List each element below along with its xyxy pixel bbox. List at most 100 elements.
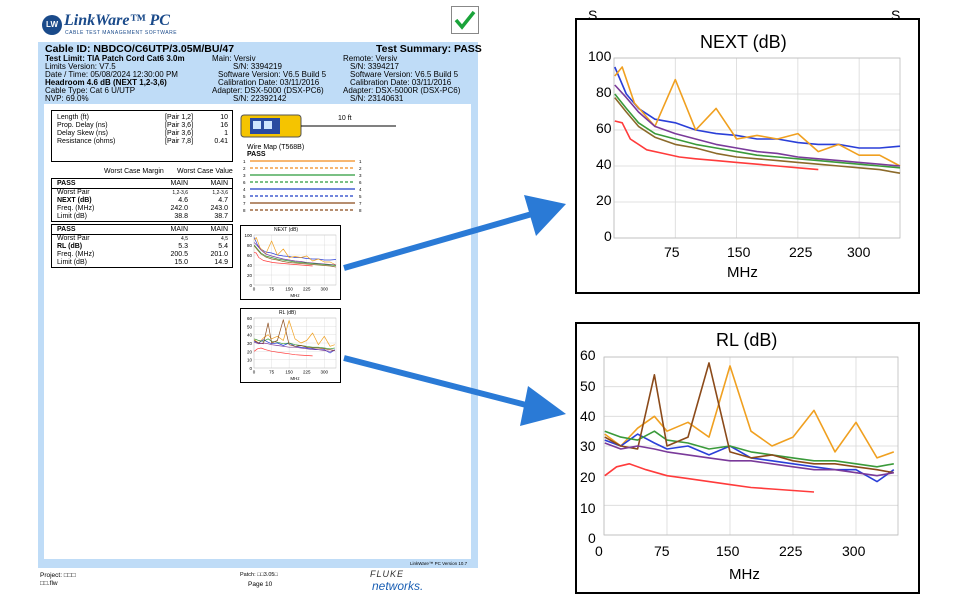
wiremap-pin-label: 5 (359, 194, 362, 199)
series-line (254, 338, 335, 350)
headroom: Headroom 4.6 dB (NEXT 1,2-3,6) (45, 78, 167, 87)
row-label: Limit (dB) (57, 213, 87, 220)
series-line (253, 347, 313, 357)
measure-label: Resistance (ohms) (57, 138, 116, 145)
measure-pair: [Pair 3,6] (165, 130, 194, 137)
row-value: 5.4 (218, 243, 228, 250)
row-main: 15.0 (174, 259, 188, 266)
mini-rl-plot: 0 10 20 30 40 50 60 0 75 150 225 300 MHz (247, 316, 337, 381)
series-line (253, 320, 335, 347)
col-main: MAIN (170, 226, 189, 233)
col-main: MAIN (210, 180, 229, 187)
main-software: Software Version: V6.5 Build 5 (218, 70, 327, 79)
next-status: PASS (57, 180, 76, 187)
ytick: 60 (580, 347, 596, 363)
networks-logo: networks. (372, 579, 424, 593)
tester-device-icon (240, 114, 396, 138)
series-line (604, 463, 815, 493)
series-line (253, 245, 337, 268)
row-main: 38.8 (174, 213, 188, 220)
big-rl-chart[interactable] (575, 322, 920, 594)
tick-label: 20 (247, 273, 253, 278)
tick-label: 150 (285, 370, 293, 375)
main-calibration: Calibration Date: 03/11/2016 (218, 78, 320, 87)
rl-summary-table: PASS MAIN MAIN Worst Pair 4,5 4,5 RL (dB… (51, 224, 233, 268)
tick-label: 225 (303, 287, 311, 292)
wiremap-pin-label: 8 (359, 208, 362, 213)
wiremap-status: PASS (247, 151, 266, 158)
tick-label: 50 (247, 324, 253, 329)
series-line (253, 242, 337, 266)
xtick: 150 (727, 244, 751, 260)
row-main: 1,2-3,6 (172, 190, 188, 196)
big-next-title: NEXT (dB) (700, 32, 787, 52)
ytick: 20 (580, 469, 596, 485)
wiremap-pin-label: 5 (243, 194, 246, 199)
big-rl-plot (603, 356, 899, 536)
ytick: 40 (596, 156, 612, 172)
remote-sn: S/N: 3394217 (350, 62, 399, 71)
row-label: Freq. (MHz) (57, 251, 95, 258)
xtick: 150 (716, 543, 740, 559)
wiremap-pin-label: 4 (243, 187, 246, 192)
s-marker-left: S (588, 7, 598, 23)
xtick: 0 (595, 543, 603, 559)
big-rl-title: RL (dB) (716, 330, 778, 350)
row-value: 201.0 (210, 251, 228, 258)
wiremap-pin-label: 7 (243, 201, 246, 206)
mini-rl-title: RL (dB) (279, 310, 297, 316)
app-logo-subtitle: CABLE TEST MANAGEMENT SOFTWARE (65, 30, 178, 36)
plot-frame (253, 234, 337, 286)
rl-status: PASS (57, 226, 76, 233)
series-line (254, 339, 336, 354)
series-line (604, 442, 894, 477)
page-number: Page 10 (248, 581, 273, 588)
fluke-logo: FLUKE (370, 569, 405, 579)
wiremap-pin-label: 2 (243, 166, 246, 171)
row-label: Worst Pair (57, 235, 90, 242)
date-time: Date / Time: 05/08/2024 12:30:00 PM (45, 70, 178, 79)
big-rl-xlabel: MHz (729, 566, 760, 583)
wiremap-pin-label: 2 (359, 166, 362, 171)
main-adapter-sn: S/N: 22392142 (233, 94, 287, 103)
row-label: Limit (dB) (57, 259, 87, 266)
ytick: 100 (588, 48, 612, 64)
measure-pair: [Pair 7,8] (165, 138, 194, 145)
row-value: 4,5 (221, 236, 228, 242)
wiremap-pin-label: 4 (359, 187, 362, 192)
plot-frame (603, 356, 899, 536)
ytick: 30 (580, 438, 596, 454)
row-main: 4.6 (178, 197, 188, 204)
measure-label: Length (ft) (57, 114, 89, 121)
test-limit: Test Limit: TIA Patch Cord Cat6 3.0m (45, 54, 185, 63)
series-line (604, 430, 894, 468)
row-main: 242.0 (170, 205, 188, 212)
ytick: 80 (596, 84, 612, 100)
xtick: 300 (842, 543, 866, 559)
tick-label: 0 (249, 366, 252, 371)
tick-label: 0 (253, 287, 256, 292)
nvp: NVP: 69.0% (45, 94, 89, 103)
tick-label: 75 (269, 287, 275, 292)
tick-label: 60 (247, 316, 253, 321)
wiremap-pin-label: 6 (359, 180, 362, 185)
ytick: 10 (580, 500, 596, 516)
wiremap-title: Wire Map (T568B) (247, 144, 305, 151)
wiremap-pin-label: 7 (359, 201, 362, 206)
ytick: 0 (604, 228, 612, 244)
tick-label: 0 (249, 283, 252, 288)
cable-id: Cable ID: NBDCO/C6UTP/3.05M/BU/47 (45, 43, 235, 55)
series-line (604, 365, 895, 459)
series-line (254, 252, 313, 267)
measure-value: 10 (220, 114, 228, 121)
plot-frame (253, 317, 337, 369)
arrow-to-rl (343, 355, 566, 426)
app-logo-title: LinkWare™ PC (64, 12, 170, 29)
tick-label: 20 (247, 349, 253, 354)
series-line (614, 93, 901, 169)
row-value: 1,2-3,6 (212, 190, 228, 196)
tick-label: 10 (247, 358, 253, 363)
ytick: 60 (596, 120, 612, 136)
row-main: 200.5 (170, 251, 188, 258)
series-line (254, 319, 335, 351)
